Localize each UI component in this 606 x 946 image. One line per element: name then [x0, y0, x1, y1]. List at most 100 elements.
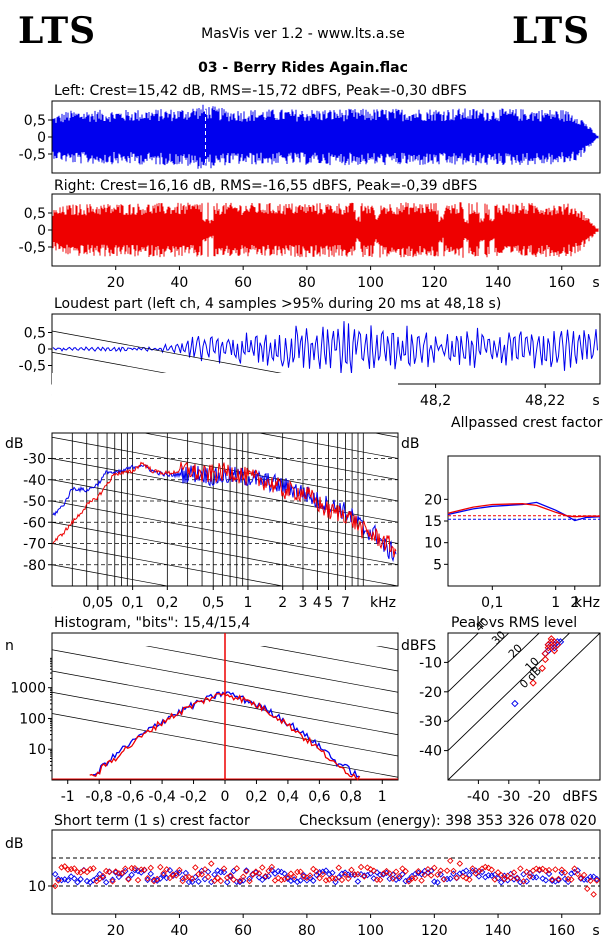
short-term-point-left — [561, 875, 569, 883]
peak-rms-ytick-label: -10 — [419, 655, 442, 671]
peak-rms-point-right — [544, 643, 553, 652]
short-term-point-left — [497, 879, 505, 886]
short-term-point-left — [354, 878, 362, 885]
short-term-point-right — [290, 873, 298, 881]
spectrum-x-unit: kHz — [370, 595, 396, 611]
short-term-xtick-label: 120 — [421, 923, 448, 939]
spectrum-mask-right — [399, 433, 439, 586]
short-term-point-right — [173, 872, 180, 879]
short-term-point-left — [322, 867, 330, 874]
short-term-point-left — [208, 878, 215, 886]
short-term-point-right — [300, 873, 307, 880]
waveform-right-xtick-label: 40 — [171, 275, 189, 291]
short-term-point-right — [160, 870, 167, 877]
short-term-point-left — [370, 875, 378, 882]
short-term-ytick-label: 10 — [28, 879, 46, 895]
allpassed-ytick-label: 5 — [433, 557, 442, 573]
short-term-point-right — [469, 865, 476, 872]
short-term-point-right — [195, 870, 202, 878]
allpassed-ytick-label: 10 — [424, 536, 442, 552]
spectrum-ytick-label: -40 — [23, 473, 46, 489]
short-term-point-right — [201, 866, 209, 873]
short-term-point-right — [345, 875, 352, 882]
short-term-point-left — [102, 879, 110, 886]
spectrum-slope-line — [51, 479, 399, 544]
short-term-point-right — [548, 876, 556, 883]
short-term-point-right — [262, 872, 269, 880]
short-term-point-right — [411, 874, 419, 882]
short-term-point-left — [360, 872, 368, 879]
short-term-point-right — [526, 873, 534, 880]
short-term-point-right — [67, 865, 75, 873]
short-term-xtick-label: 20 — [107, 923, 125, 939]
peak-rms-frame-outline — [447, 632, 601, 781]
short-term-point-right — [153, 875, 161, 883]
short-term-point-left — [71, 875, 78, 882]
short-term-point-left — [58, 876, 65, 884]
short-term-point-left — [332, 878, 339, 886]
allpassed-xtick-label: 0,1 — [481, 595, 503, 611]
short-term-point-right — [227, 872, 234, 879]
short-term-point-left — [533, 874, 540, 881]
short-term-title: Short term (1 s) crest factor — [54, 813, 250, 829]
spectrum-xtick-label: 2 — [278, 595, 287, 611]
short-term-frame — [51, 829, 601, 915]
short-term-point-left — [443, 875, 451, 883]
short-term-point-left — [118, 870, 126, 878]
waveform-left-title: Left: Crest=15,42 dB, RMS=-15,72 dBFS, P… — [54, 83, 467, 99]
spectrum-slope-line — [51, 521, 399, 587]
histogram-xtick-label: -0,4 — [148, 789, 175, 805]
short-term-point-right — [169, 871, 177, 878]
short-term-point-left — [475, 873, 483, 880]
short-term-point-right — [233, 865, 241, 872]
short-term-point-left — [584, 876, 591, 883]
short-term-point-right — [141, 866, 148, 873]
short-term-point-left — [542, 877, 550, 884]
waveform-right-xtick-label: 140 — [485, 275, 512, 291]
short-term-xtick-label: 40 — [171, 923, 189, 939]
short-term-point-left — [201, 875, 209, 883]
short-term-point-right — [580, 871, 588, 879]
short-term-point-right — [386, 870, 393, 877]
short-term-point-right — [236, 877, 244, 885]
spectrum-ytick-label: -50 — [23, 494, 46, 510]
short-term-point-right — [188, 875, 196, 882]
short-term-point-right — [90, 865, 97, 872]
lts-logo-right: LTS — [512, 10, 591, 52]
spectrum-ytick-label: -30 — [23, 452, 46, 468]
waveform-left-signal — [52, 104, 599, 169]
peak-rms-point-right — [541, 649, 549, 658]
short-term-point-left — [144, 876, 151, 884]
short-term-point-right — [182, 874, 190, 881]
short-term-point-right — [86, 865, 94, 873]
loudest-part-xtick-label: 48,22 — [525, 393, 565, 409]
spectrum-ytick-label: -60 — [23, 515, 46, 531]
app-title: MasVis ver 1.2 - www.lts.a.se — [201, 26, 405, 42]
short-term-point-left — [163, 874, 170, 882]
short-term-point-right — [338, 876, 346, 884]
short-term-point-left — [281, 870, 288, 877]
short-term-point-right — [217, 877, 225, 885]
short-term-point-right — [243, 868, 250, 875]
peak-rms-point-right — [547, 635, 556, 643]
short-term-point-right — [102, 867, 110, 875]
histogram-xtick-label: 0,2 — [245, 789, 267, 805]
short-term-point-right — [96, 875, 104, 882]
short-term-point-right — [561, 869, 569, 876]
peak-rms-diagonal — [447, 632, 479, 663]
short-term-point-right — [517, 865, 524, 872]
short-term-point-right — [399, 865, 406, 872]
short-term-point-right — [418, 877, 425, 884]
short-term-point-right — [510, 869, 518, 876]
short-term-point-left — [523, 878, 530, 885]
short-term-point-right — [542, 867, 550, 875]
short-term-point-left — [77, 875, 84, 883]
short-term-point-right — [239, 873, 247, 881]
short-term-point-right — [220, 865, 228, 872]
loudest-part-title: Loudest part (left ch, 4 samples >95% du… — [54, 296, 501, 312]
short-term-point-right — [466, 876, 473, 883]
peak-rms-diagonal-label: 20 — [506, 642, 525, 661]
peak-rms-point-right — [553, 641, 562, 649]
loudest-part-x-unit: s — [592, 393, 599, 409]
peak-rms-diagonal — [447, 632, 510, 693]
